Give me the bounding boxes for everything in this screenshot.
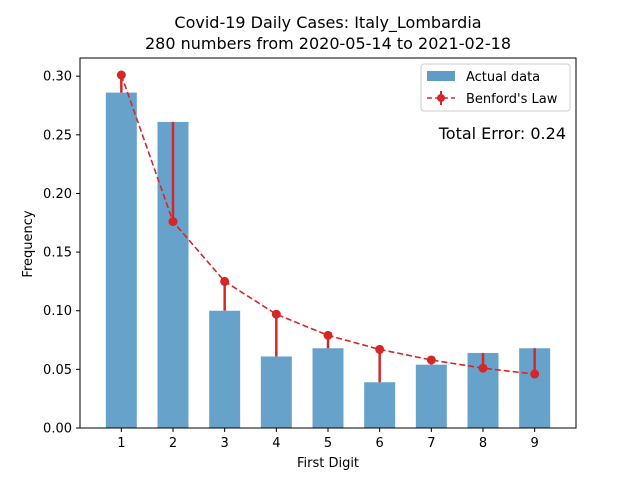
y-tick-label-0: 0.00 xyxy=(43,422,72,437)
bars-layer xyxy=(105,92,551,428)
bar-digit-4 xyxy=(260,356,292,428)
x-tick-label-4: 4 xyxy=(272,436,280,451)
benford-point-digit-4 xyxy=(271,309,281,319)
y-tick-label-4: 0.20 xyxy=(43,187,72,202)
legend-swatch-marker xyxy=(437,94,445,102)
x-axis-label: First Digit xyxy=(297,456,359,471)
x-tick-label-1: 1 xyxy=(117,436,125,451)
x-tick-label-9: 9 xyxy=(531,436,539,451)
x-tick-label-6: 6 xyxy=(376,436,384,451)
benford-point-digit-5 xyxy=(323,330,333,340)
y-tick-label-5: 0.25 xyxy=(43,128,72,143)
x-tick-label-2: 2 xyxy=(169,436,177,451)
x-axis-ticks: 1 2 3 4 5 6 7 8 9 xyxy=(117,428,539,451)
legend: Actual data Benford's Law xyxy=(420,63,571,112)
bar-digit-1 xyxy=(105,92,137,428)
error-bars-layer xyxy=(120,75,536,383)
y-tick-label-6: 0.30 xyxy=(43,70,72,85)
x-tick-label-5: 5 xyxy=(324,436,332,451)
benford-point-digit-2 xyxy=(168,217,178,227)
x-tick-label-7: 7 xyxy=(427,436,435,451)
bar-digit-5 xyxy=(312,348,344,428)
legend-label-benfords-law: Benford's Law xyxy=(466,92,558,107)
total-error-annotation: Total Error: 0.24 xyxy=(438,124,566,143)
bar-digit-7 xyxy=(415,364,447,428)
benford-point-digit-8 xyxy=(478,363,488,373)
benford-point-digit-6 xyxy=(375,344,385,354)
y-tick-label-1: 0.05 xyxy=(43,363,72,378)
benford-point-digit-1 xyxy=(116,70,126,80)
legend-label-actual-data: Actual data xyxy=(466,70,540,85)
y-tick-label-2: 0.10 xyxy=(43,304,72,319)
y-axis-label: Frequency xyxy=(21,210,36,277)
benford-point-digit-3 xyxy=(220,276,230,286)
legend-swatch-actual-data xyxy=(427,71,455,81)
bar-digit-6 xyxy=(364,382,396,428)
chart-title-line-1: Covid-19 Daily Cases: Italy_Lombardia xyxy=(174,13,481,33)
bar-digit-3 xyxy=(209,310,241,428)
y-axis-ticks: 0.00 0.05 0.10 0.15 0.20 0.25 0.30 xyxy=(43,70,80,437)
x-tick-label-3: 3 xyxy=(221,436,229,451)
x-tick-label-8: 8 xyxy=(479,436,487,451)
benford-point-digit-9 xyxy=(530,369,540,379)
chart-title-line-2: 280 numbers from 2020-05-14 to 2021-02-1… xyxy=(145,34,511,53)
benford-point-digit-7 xyxy=(426,355,436,365)
y-tick-label-3: 0.15 xyxy=(43,246,72,261)
benford-markers-layer xyxy=(116,70,540,379)
legend-box xyxy=(420,63,571,112)
